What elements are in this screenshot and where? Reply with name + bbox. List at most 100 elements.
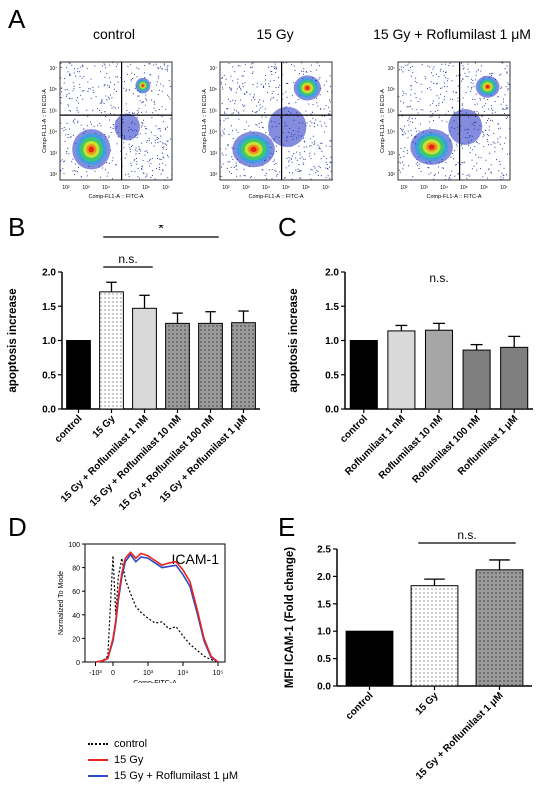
flow-event-dot [166,154,168,156]
flow-event-dot [286,62,288,64]
flow-event-dot [476,169,478,171]
flow-event-dot [135,153,137,155]
x-tick-label: 10⁵ [213,670,224,677]
flow-event-dot [115,164,117,166]
flow-event-dot [330,156,332,158]
flow-event-dot [141,122,143,124]
flow-event-dot [159,130,161,132]
flow-event-dot [131,72,133,74]
flow-event-dot [142,122,144,124]
flow-event-dot [87,90,89,92]
flow-event-dot [430,81,432,83]
flow-event-dot [237,132,239,134]
flow-event-dot [221,166,223,168]
flow-event-dot [152,170,154,172]
flow-event-dot [277,93,279,95]
flow-event-dot [131,145,133,147]
flow-event-dot [451,80,453,82]
flow-event-dot [282,93,284,95]
legend-d: control 15 Gy 15 Gy + Roflumilast 1 μM [88,736,238,784]
flow-event-dot [474,62,476,64]
significance-label: n.s. [118,252,137,266]
flow-event-dot [262,87,264,89]
flow-event-dot [273,159,275,161]
flow-event-dot [223,128,225,130]
flow-event-dot [103,63,105,65]
flow-event-dot [420,83,422,85]
flow-event-dot [225,78,227,80]
flow-event-dot [136,76,138,78]
flow-event-dot [166,70,168,72]
flow-event-dot [507,82,509,84]
flow-event-dot [417,100,419,102]
flow-event-dot [329,166,331,168]
flow-event-dot [151,117,153,119]
flow-event-dot [487,144,489,146]
flow-event-dot [67,71,69,73]
flow-event-dot [326,80,328,82]
flow-event-dot [331,179,333,181]
bar [410,585,459,687]
flow-x-tick-label: 10³ [420,185,428,191]
flow-event-dot [167,156,169,158]
flow-event-dot [166,144,168,146]
flow-event-dot [458,75,460,77]
flow-event-dot [490,143,492,145]
flow-event-dot [433,120,435,122]
flow-event-dot [455,164,457,166]
flow-event-dot [427,65,429,67]
flow-event-dot [505,117,507,119]
flow-event-dot [162,85,164,87]
flow-event-dot [134,158,136,160]
flow-event-dot [98,86,100,88]
flow-event-dot [139,100,141,102]
flow-event-dot [168,96,170,98]
flow-event-dot [149,165,151,167]
flow-event-dot [69,98,71,100]
flow-event-dot [299,177,301,179]
flow-event-dot [276,99,278,101]
flow-event-dot [259,107,261,109]
flow-event-dot [445,72,447,74]
flow-event-dot [476,103,478,105]
flow-density-region [114,113,140,141]
flow-event-dot [461,80,463,82]
flow-event-dot [509,85,511,87]
flow-event-dot [73,88,75,90]
flow-event-dot [286,96,288,98]
legend-item-15gy-roflumilast: 15 Gy + Roflumilast 1 μM [88,768,238,784]
flow-event-dot [439,70,441,72]
flow-event-dot [254,99,256,101]
flow-event-dot [273,80,275,82]
flow-event-dot [114,107,116,109]
flow-event-dot [286,157,288,159]
flow-event-dot [473,86,475,88]
flow-event-dot [238,86,240,88]
flow-event-dot [440,68,442,70]
flow-event-dot [329,145,331,147]
flow-event-dot [154,139,156,141]
flow-event-dot [474,98,476,100]
flow-event-dot [71,98,73,100]
flow-event-dot [264,112,266,114]
flow-event-dot [240,89,242,91]
flow-density-region [428,144,435,150]
flow-event-dot [160,159,162,161]
flow-event-dot [138,148,140,150]
x-tick-label: control [338,413,370,445]
flow-y-tick-label: 10⁴ [387,130,395,136]
flow-title-15gy-roflumilast: 15 Gy + Roflumilast 1 μM [373,26,531,42]
flow-event-dot [311,169,313,171]
flow-event-dot [432,112,434,114]
flow-event-dot [327,90,329,92]
flow-event-dot [500,73,502,75]
flow-event-dot [90,121,92,123]
flow-event-dot [125,174,127,176]
flow-event-dot [453,158,455,160]
flow-event-dot [309,152,311,154]
flow-event-dot [134,149,136,151]
flow-event-dot [469,147,471,149]
flow-event-dot [269,80,271,82]
y-axis-label: apoptosis increase [288,288,300,392]
flow-event-dot [230,172,232,174]
